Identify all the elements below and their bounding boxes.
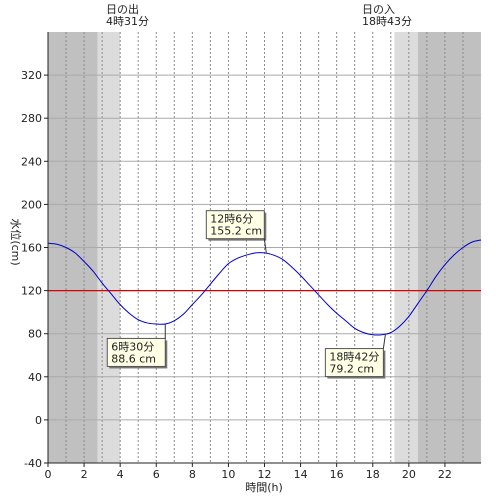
y-tick-label: 0 [35, 414, 42, 427]
y-tick-label: 80 [28, 328, 42, 341]
x-axis-label: 時間(h) [245, 481, 283, 494]
tide-series-line [47, 239, 482, 336]
callout-pointer [382, 334, 386, 349]
sunrise-title: 日の出 [106, 3, 139, 16]
y-axis-label: 水位(cm) [9, 218, 23, 265]
x-tick-label: 10 [221, 468, 235, 481]
y-tick-label: 240 [21, 155, 42, 168]
callout-value: 88.6 cm [111, 352, 156, 365]
y-tick-label: 280 [21, 112, 42, 125]
series-group [47, 239, 482, 336]
sunset-time: 18時43分 [362, 15, 412, 28]
callout-time: 12時6分 [210, 213, 253, 226]
x-tick-label: 12 [258, 468, 272, 481]
y-tick-label: 40 [28, 371, 42, 384]
x-tick-label: 22 [438, 468, 452, 481]
y-tick-label: 120 [21, 285, 42, 298]
x-tick-label: 2 [81, 468, 88, 481]
callout-value: 79.2 cm [329, 363, 374, 376]
x-tick-label: 20 [402, 468, 416, 481]
callout-box [205, 210, 265, 240]
x-tick-label: 14 [294, 468, 308, 481]
y-tick-label: -40 [24, 457, 42, 470]
y-tick-label: 320 [21, 69, 42, 82]
callout-value: 155.2 cm [210, 225, 262, 238]
x-tick-label: 8 [189, 468, 196, 481]
x-tick-label: 16 [330, 468, 344, 481]
y-tick-label: 200 [21, 198, 42, 211]
sunset-title: 日の入 [362, 3, 395, 16]
y-tick-label: 160 [21, 242, 42, 255]
x-tick-label: 4 [117, 468, 124, 481]
callout-time: 18時42分 [329, 351, 379, 364]
x-tick-label: 18 [366, 468, 380, 481]
callout-time: 6時30分 [111, 340, 154, 353]
x-tick-label: 0 [45, 468, 52, 481]
callout-box [324, 348, 384, 378]
callout-pointer [263, 238, 267, 253]
callout-box [106, 337, 166, 367]
sunrise-time: 4時31分 [106, 15, 149, 28]
x-tick-label: 6 [153, 468, 160, 481]
